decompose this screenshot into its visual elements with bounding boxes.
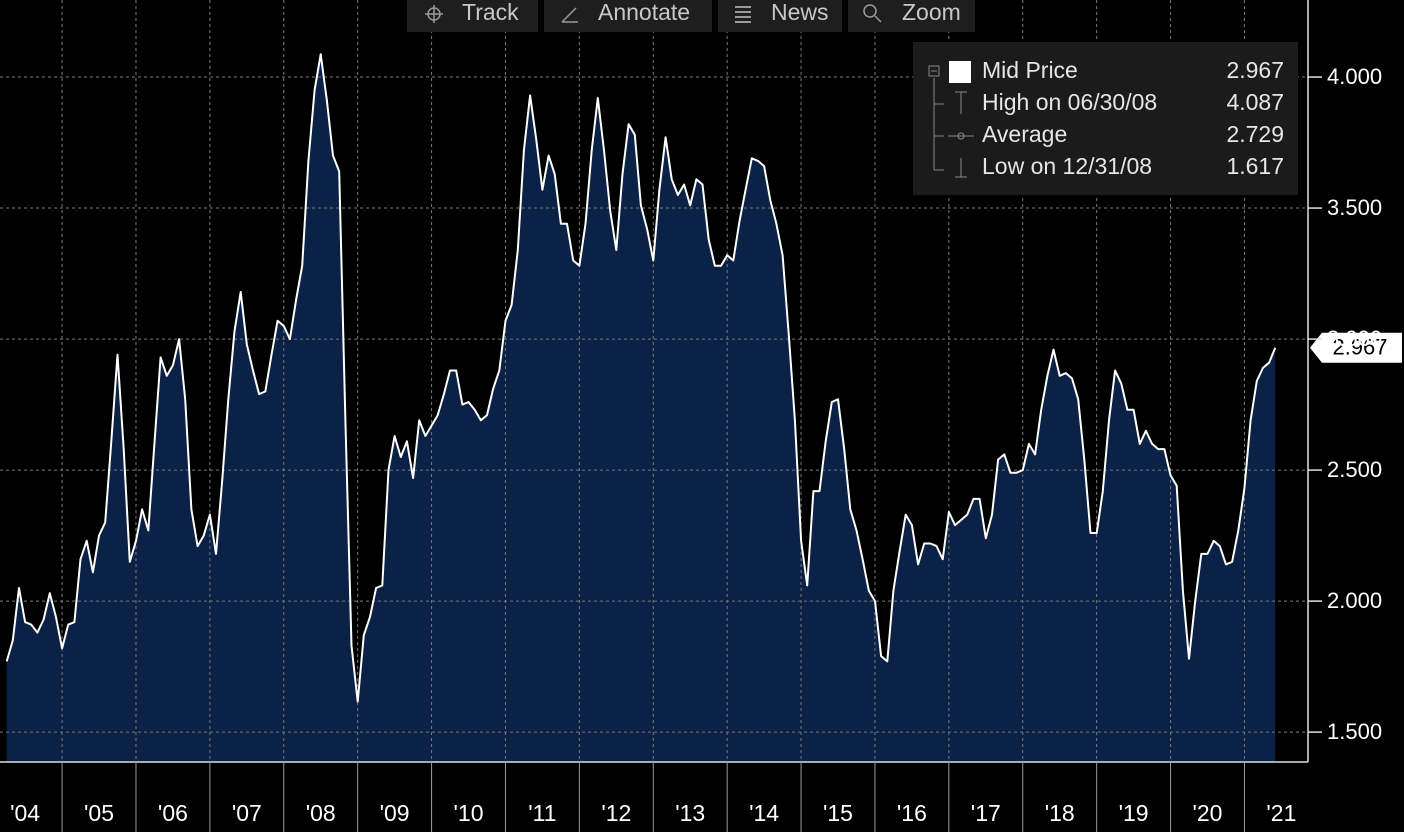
legend-label: Average <box>982 121 1067 147</box>
x-tick-label: '12 <box>601 800 631 826</box>
last-price-label: 2.967 <box>1332 335 1387 360</box>
x-tick-label: '07 <box>232 800 262 826</box>
line <box>5 53 1277 703</box>
x-tick-label: '17 <box>971 800 1001 826</box>
legend-bg <box>913 42 1298 195</box>
zoom-icon <box>863 4 882 23</box>
annotate-button[interactable]: Annotate <box>544 0 712 32</box>
track-button[interactable]: Track <box>407 0 538 32</box>
toolbar-label: News <box>771 0 829 25</box>
last-price-tag <box>1310 332 1402 363</box>
toolbar-label: Zoom <box>902 0 961 25</box>
legend-swatch <box>949 61 971 83</box>
y-tick-label: 1.500 <box>1327 719 1382 744</box>
button-bg <box>544 0 712 32</box>
legend-value: 2.967 <box>1226 57 1284 83</box>
legend-value: 2.729 <box>1226 121 1284 147</box>
legend-label: High on 06/30/08 <box>982 89 1157 115</box>
y-tick-label: 3.500 <box>1327 195 1382 220</box>
zoom-button[interactable]: Zoom <box>848 0 975 32</box>
y-tick-label: 2.500 <box>1327 457 1382 482</box>
x-tick-label: '21 <box>1266 800 1296 826</box>
x-tick-label: '15 <box>823 800 853 826</box>
plot-area <box>0 0 1308 762</box>
track-icon <box>425 5 443 23</box>
legend-value: 1.617 <box>1226 153 1284 179</box>
x-tick-label: '10 <box>454 800 484 826</box>
x-tick-label: '06 <box>158 800 188 826</box>
annotate-icon <box>561 7 578 23</box>
legend-value: 4.087 <box>1226 89 1284 115</box>
y-tick-label: 3.000 <box>1327 326 1382 351</box>
toolbar-label: Annotate <box>598 0 690 25</box>
news-button[interactable]: News <box>718 0 842 32</box>
x-tick-label: '11 <box>528 800 556 826</box>
x-tick-label: '09 <box>380 800 410 826</box>
x-tick-label: '08 <box>306 800 336 826</box>
toolbar-label: Track <box>462 0 519 25</box>
x-tick-label: '04 <box>10 800 40 826</box>
legend-tree <box>928 65 974 178</box>
toolbar: Track Annotate News Zoom <box>407 0 975 32</box>
x-tick-label: '05 <box>84 800 114 826</box>
news-icon <box>735 6 751 23</box>
x-tick-label: '18 <box>1045 800 1075 826</box>
x-tick-label: '16 <box>897 800 927 826</box>
y-tick-label: 2.000 <box>1327 588 1382 613</box>
x-tick-label: '14 <box>749 800 779 826</box>
x-tick-label: '19 <box>1119 800 1149 826</box>
legend: Mid Price 2.967 High on 06/30/08 4.087 A… <box>913 42 1298 195</box>
legend-label: Low on 12/31/08 <box>982 153 1152 179</box>
x-tick-label: '20 <box>1193 800 1223 826</box>
area <box>6 54 1276 762</box>
y-tick-label: 4.000 <box>1327 64 1382 89</box>
x-tick-label: '13 <box>675 800 705 826</box>
legend-label: Mid Price <box>982 57 1078 83</box>
